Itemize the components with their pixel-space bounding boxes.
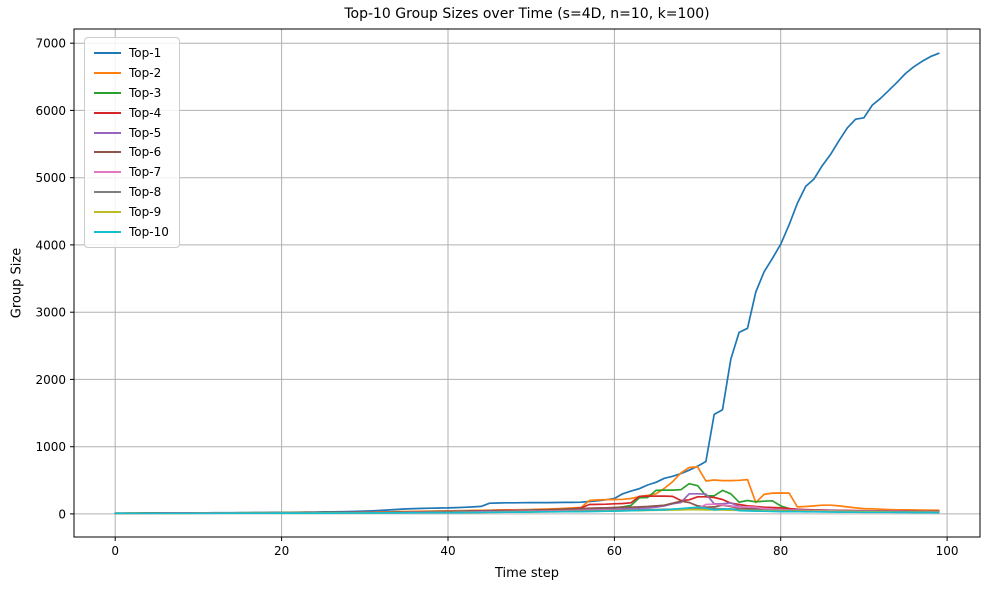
legend-line-swatch bbox=[94, 171, 121, 174]
x-tick-label: 20 bbox=[274, 544, 289, 558]
x-tick-label: 60 bbox=[607, 544, 622, 558]
legend-line-swatch bbox=[94, 151, 121, 154]
legend-item-label: Top-5 bbox=[129, 125, 162, 140]
x-tick-label: 80 bbox=[773, 544, 788, 558]
legend-item-top-2: Top-2 bbox=[85, 66, 179, 80]
x-axis-label: Time step bbox=[494, 566, 560, 581]
legend-line-swatch bbox=[94, 191, 121, 194]
series-line-top-2 bbox=[114, 466, 940, 515]
legend-item-label: Top-9 bbox=[129, 205, 162, 220]
y-tick-label: 4000 bbox=[35, 238, 66, 252]
series-line-top-10 bbox=[114, 506, 940, 515]
chart-title: Top-10 Group Sizes over Time (s=4D, n=10… bbox=[344, 6, 710, 22]
legend-item-label: Top-1 bbox=[129, 45, 162, 60]
legend-item-top-3: Top-3 bbox=[85, 86, 179, 100]
plot-border bbox=[73, 28, 981, 538]
legend-item-top-1: Top-1 bbox=[85, 46, 179, 60]
legend-line-swatch bbox=[94, 211, 121, 214]
y-tick-label: 6000 bbox=[35, 104, 66, 118]
legend-line-swatch bbox=[94, 111, 121, 114]
x-tick-label: 0 bbox=[111, 544, 119, 558]
y-axis-label: Group Size bbox=[9, 247, 25, 319]
x-tick-label: 100 bbox=[936, 544, 959, 558]
legend-item-label: Top-10 bbox=[129, 224, 169, 239]
legend-line-swatch bbox=[94, 131, 121, 134]
legend-line-swatch bbox=[94, 71, 121, 74]
series-line-top-1 bbox=[114, 52, 940, 514]
legend-item-label: Top-4 bbox=[129, 105, 162, 120]
legend-item-label: Top-2 bbox=[129, 65, 162, 80]
y-tick-label: 1000 bbox=[35, 440, 66, 454]
y-tick-label: 0 bbox=[58, 507, 66, 521]
legend-item-top-8: Top-8 bbox=[85, 185, 179, 199]
legend-item-top-9: Top-9 bbox=[85, 205, 179, 219]
legend-item-top-5: Top-5 bbox=[85, 126, 179, 140]
legend-item-label: Top-6 bbox=[129, 145, 162, 160]
y-tick-label: 2000 bbox=[35, 373, 66, 387]
y-tick-label: 5000 bbox=[35, 171, 66, 185]
legend-item-label: Top-7 bbox=[129, 165, 162, 180]
legend-item-top-6: Top-6 bbox=[85, 145, 179, 159]
legend: Top-1 Top-2 Top-3 Top-4 Top-5 Top-6 Top-7 Top-8… bbox=[84, 37, 180, 248]
legend-item-top-7: Top-7 bbox=[85, 165, 179, 179]
y-tick-label: 3000 bbox=[35, 306, 66, 320]
legend-item-label: Top-8 bbox=[129, 185, 162, 200]
legend-line-swatch bbox=[94, 91, 121, 94]
y-tick-label: 7000 bbox=[35, 37, 66, 51]
legend-item-top-4: Top-4 bbox=[85, 106, 179, 120]
legend-line-swatch bbox=[94, 230, 121, 233]
legend-item-label: Top-3 bbox=[129, 85, 162, 100]
legend-line-swatch bbox=[94, 51, 121, 54]
legend-item-top-10: Top-10 bbox=[85, 225, 179, 239]
x-tick-label: 40 bbox=[440, 544, 455, 558]
